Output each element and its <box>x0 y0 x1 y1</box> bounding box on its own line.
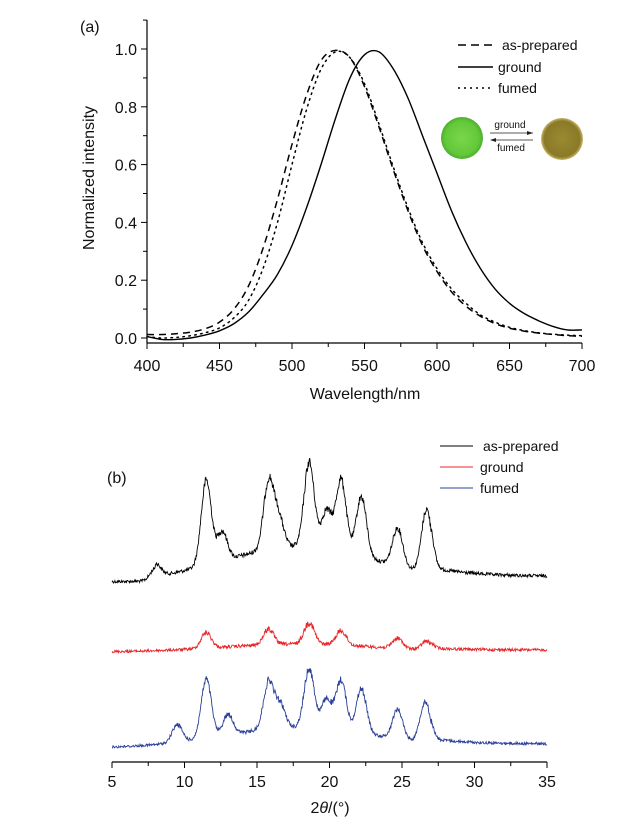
panel-b-x-tick-label: 10 <box>176 774 194 791</box>
legend-b-ground-label: ground <box>480 459 524 475</box>
panel-a-y-tick-label: 1.0 <box>115 42 137 59</box>
panel-b-x-tick-label: 5 <box>108 774 117 791</box>
panel-b-x-tick-label: 25 <box>393 774 411 791</box>
panel-a-x-tick-label: 550 <box>351 358 378 375</box>
panel-b-series <box>111 457 548 749</box>
xrd-fumed-trace <box>111 667 548 749</box>
panel-b-label: (b) <box>107 470 127 487</box>
panel-a-x-tick-label: 600 <box>424 358 451 375</box>
series-as-prepared-line <box>146 49 583 338</box>
panel-b-axes: 5 10 15 20 25 30 35 <box>108 761 556 791</box>
panel-a-x-tick-label: 700 <box>569 358 596 375</box>
inset-fumed-label: fumed <box>497 143 525 154</box>
inset-ground-label: ground <box>494 120 525 131</box>
x-title-suffix: /(°) <box>328 800 350 817</box>
legend-ground-label: ground <box>498 59 542 75</box>
x-title-theta: θ <box>319 800 328 817</box>
legend-as-prepared-label: as-prepared <box>502 37 578 53</box>
panel-a-x-tick-label: 650 <box>496 358 523 375</box>
panel-a-x-axis-title: Wavelength/nm <box>310 386 421 403</box>
arrow-left-head <box>490 138 496 142</box>
arrow-right-head <box>527 131 533 135</box>
panel-a-axes: 0.0 0.2 0.4 0.6 0.8 1.0 400 450 500 550 600 650 700 <box>115 19 596 375</box>
panel-b-x-tick-label: 30 <box>466 774 484 791</box>
inset-photos: ground fumed <box>441 117 583 160</box>
panel-a-y-axis-title: Normalized intensity <box>81 106 98 250</box>
panel-a-y-tick-label: 0.0 <box>115 331 137 348</box>
panel-b-x-tick-label: 15 <box>248 774 266 791</box>
panel-a-series <box>146 49 583 341</box>
panel-a-x-tick-label: 450 <box>206 358 233 375</box>
panel-b-x-axis-title: 2θ/(°) <box>310 800 349 817</box>
panel-b: (b) 5 10 15 20 25 30 35 2θ/(°) as-prepared gro… <box>107 438 559 817</box>
xrd-ground-trace <box>111 621 548 655</box>
x-title-prefix: 2 <box>310 800 319 817</box>
legend-b-as-prepared-label: as-prepared <box>483 438 559 454</box>
panel-a-y-tick-label: 0.8 <box>115 100 137 117</box>
series-fumed-line <box>146 50 583 339</box>
panel-a: (a) 0.0 0.2 0.4 0.6 0.8 1.0 400 450 500 550 600 650… <box>80 19 595 403</box>
panel-a-y-tick-label: 0.6 <box>115 158 137 175</box>
series-ground-line <box>146 49 583 341</box>
ground-powder-photo <box>541 118 583 160</box>
panel-a-x-tick-label: 500 <box>279 358 306 375</box>
as-prepared-powder-photo <box>441 117 483 159</box>
legend-b-fumed-label: fumed <box>480 480 519 496</box>
panel-b-x-tick-label: 20 <box>321 774 339 791</box>
panel-b-x-tick-label: 35 <box>538 774 556 791</box>
xrd-as-prepared-trace <box>111 457 548 585</box>
legend-fumed-label: fumed <box>498 80 537 96</box>
panel-a-y-tick-label: 0.4 <box>115 215 137 232</box>
panel-a-label: (a) <box>80 19 100 36</box>
panel-a-x-tick-label: 400 <box>134 358 161 375</box>
panel-a-legend: as-prepared ground fumed <box>458 37 578 96</box>
panel-a-y-tick-label: 0.2 <box>115 273 137 290</box>
panel-b-legend: as-prepared ground fumed <box>440 438 559 496</box>
